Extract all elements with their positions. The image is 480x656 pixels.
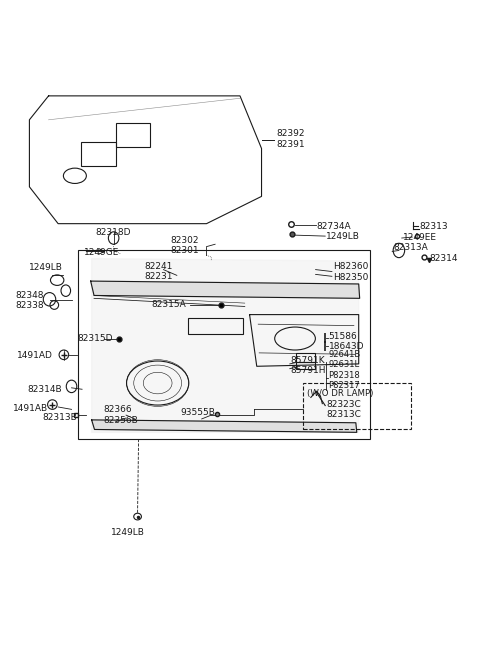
Text: 82302
82301: 82302 82301: [171, 236, 199, 255]
Text: 1249LB: 1249LB: [326, 232, 360, 241]
Text: H82360
H82350: H82360 H82350: [333, 262, 369, 281]
Text: 82313A: 82313A: [393, 243, 428, 252]
Text: 82241
82231: 82241 82231: [144, 262, 173, 281]
Bar: [188, 318, 243, 334]
Text: 92641B
92631L
P82318
P82317: 92641B 92631L P82318 P82317: [328, 350, 361, 390]
Bar: [297, 361, 315, 369]
Bar: [81, 142, 116, 166]
Text: 1249LB: 1249LB: [110, 528, 144, 537]
Text: 1249EE: 1249EE: [403, 233, 437, 241]
Bar: [303, 382, 411, 430]
Text: 82348
82338: 82348 82338: [15, 291, 44, 310]
Text: 82315D: 82315D: [77, 334, 113, 343]
Bar: [297, 353, 315, 361]
Text: 93555B: 93555B: [180, 408, 215, 417]
Text: 82366
82356B: 82366 82356B: [104, 405, 138, 425]
Text: 82318D: 82318D: [96, 228, 131, 237]
Polygon shape: [91, 281, 360, 298]
Polygon shape: [92, 258, 359, 432]
Text: 18643D: 18643D: [328, 342, 364, 351]
Bar: [78, 251, 370, 439]
Text: 82314B: 82314B: [27, 385, 61, 394]
Text: 1491AB: 1491AB: [12, 404, 48, 413]
Text: 1491AD: 1491AD: [17, 351, 53, 360]
Text: 51586: 51586: [328, 332, 357, 341]
Text: 85791K
85791H: 85791K 85791H: [290, 356, 326, 375]
Text: 82313B: 82313B: [43, 413, 78, 422]
Bar: [116, 123, 150, 147]
Text: 82734A: 82734A: [317, 222, 351, 231]
Polygon shape: [92, 420, 357, 432]
Text: 82314: 82314: [429, 254, 457, 263]
Text: 1249LB: 1249LB: [28, 263, 62, 272]
Text: 82323C
82313C: 82323C 82313C: [326, 400, 361, 419]
Text: 82392
82391: 82392 82391: [276, 129, 304, 149]
Text: 82315A: 82315A: [152, 300, 186, 308]
Text: 82313: 82313: [420, 222, 448, 231]
Text: (W/O DR LAMP): (W/O DR LAMP): [307, 388, 373, 398]
Text: 1249GE: 1249GE: [84, 248, 120, 257]
